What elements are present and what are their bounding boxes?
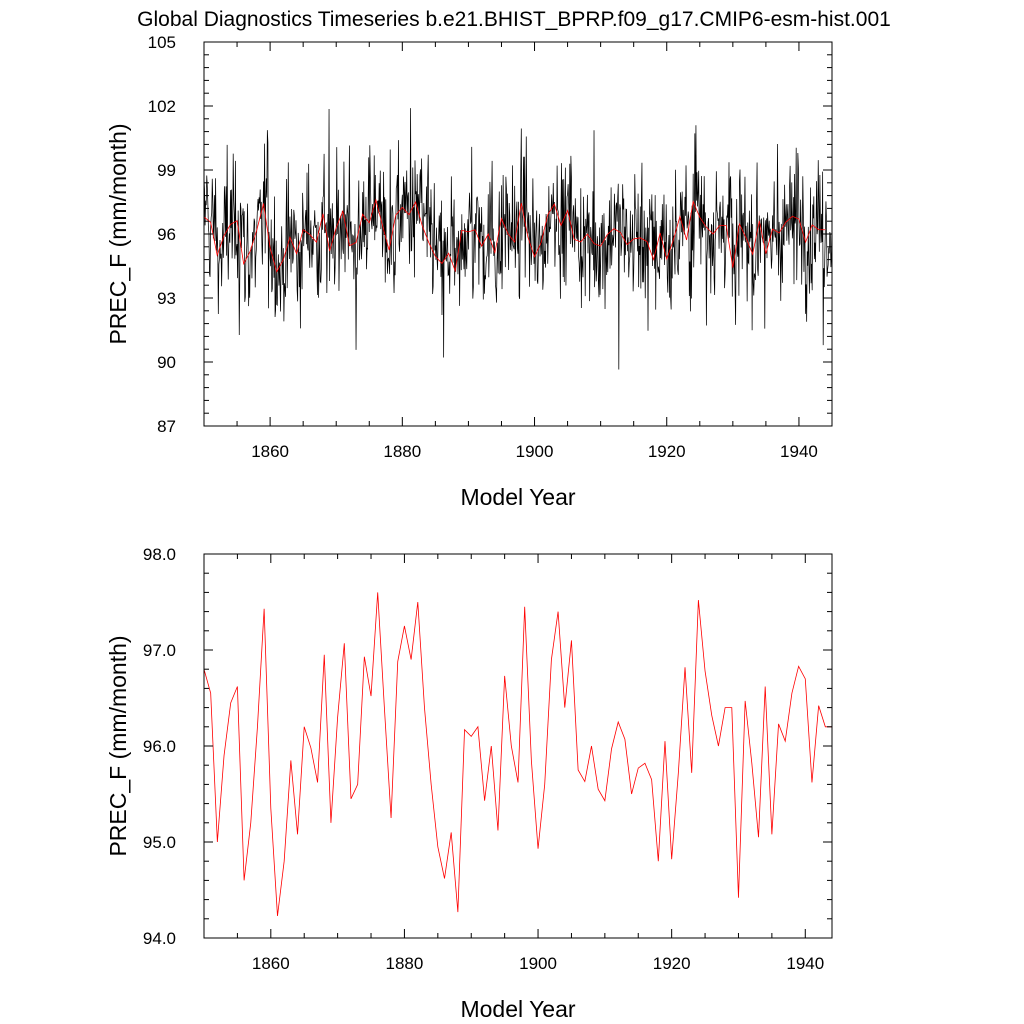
y-axis-label: PREC_F (mm/month) [105, 635, 131, 856]
x-tick-label: 1860 [252, 954, 290, 973]
y-tick-label: 96.0 [143, 737, 176, 756]
bottom-panel: 1860 1880 1900 1920 1940 94.0 95.0 96.0 97.0 98.0… [105, 545, 833, 1022]
y-tick-label: 94.0 [143, 929, 176, 948]
x-tick-label: 1880 [386, 954, 424, 973]
x-tick-label: 1940 [780, 442, 818, 461]
x-tick-label: 1860 [251, 442, 289, 461]
y-tick-label: 93 [157, 289, 176, 308]
annual-series-line [204, 198, 826, 273]
y-tick-label: 105 [148, 33, 176, 52]
y-tick-label: 96 [157, 225, 176, 244]
x-tick-label: 1920 [653, 954, 691, 973]
y-tick-label: 97.0 [143, 641, 176, 660]
y-tick-label: 99 [157, 161, 176, 180]
x-axis-label: Model Year [460, 996, 575, 1022]
monthly-series-line [204, 108, 832, 370]
y-tick-label: 102 [148, 97, 176, 116]
y-tick-label: 90 [157, 353, 176, 372]
x-tick-label: 1880 [383, 442, 421, 461]
y-tick-label: 98.0 [143, 545, 176, 564]
y-tick-label: 95.0 [143, 833, 176, 852]
annual-series-line [204, 592, 832, 916]
figure-title: Global Diagnostics Timeseries b.e21.BHIS… [137, 8, 891, 31]
top-panel: 1860 1880 1900 1920 1940 87 90 93 96 99 102 105 Mode… [105, 33, 833, 510]
x-tick-label: 1940 [786, 954, 824, 973]
x-tick-label: 1920 [648, 442, 686, 461]
x-tick-label: 1900 [519, 954, 557, 973]
y-axis-label: PREC_F (mm/month) [105, 123, 131, 344]
x-axis-label: Model Year [460, 484, 575, 510]
y-tick-label: 87 [157, 417, 176, 436]
x-tick-label: 1900 [516, 442, 554, 461]
